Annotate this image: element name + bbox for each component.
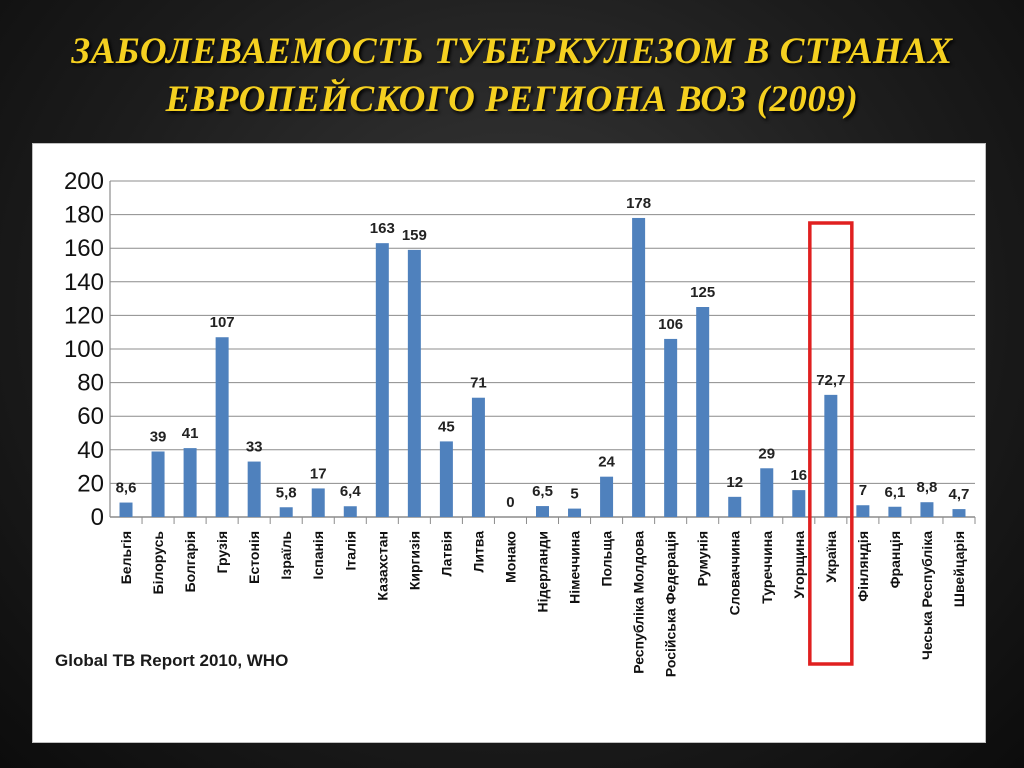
category-label: Угорщина (791, 531, 807, 599)
y-tick-label: 80 (77, 370, 104, 397)
data-label: 8,8 (917, 479, 938, 496)
data-label: 72,7 (816, 372, 845, 389)
bar (471, 397, 485, 517)
category-label: Бельгія (118, 531, 134, 584)
y-tick-label: 20 (77, 470, 104, 497)
bar (568, 508, 582, 517)
bar-chart: 0204060801001201401601802008,6Бельгія39Б… (64, 168, 976, 677)
bar (664, 338, 678, 517)
data-label: 5,8 (276, 484, 297, 501)
bar (888, 506, 902, 517)
data-label: 6,1 (884, 484, 905, 501)
category-label: Італія (342, 531, 358, 570)
data-label: 8,6 (116, 480, 137, 497)
category-label: Німеччина (567, 531, 583, 604)
bar (183, 448, 197, 517)
y-tick-label: 100 (64, 336, 104, 363)
bar (920, 502, 934, 517)
data-label: 16 (790, 467, 807, 484)
category-label: Нідерланди (535, 531, 551, 613)
bar (856, 505, 870, 517)
data-label: 17 (310, 465, 327, 482)
slide-title-line1: ЗАБОЛЕВАЕМОСТЬ ТУБЕРКУЛЕЗОМ В СТРАНАХ (71, 31, 953, 72)
category-label: Україна (823, 531, 839, 583)
source-note: Global TB Report 2010, WHO (55, 651, 289, 670)
data-label: 5 (570, 486, 578, 503)
y-tick-label: 180 (64, 202, 104, 229)
bar (151, 451, 165, 517)
bar (279, 507, 293, 517)
data-label: 0 (506, 494, 514, 511)
y-tick-label: 0 (91, 504, 104, 531)
category-label: Туреччина (759, 531, 775, 604)
data-label: 39 (150, 428, 167, 445)
slide-title: ЗАБОЛЕВАЕМОСТЬ ТУБЕРКУЛЕЗОМ В СТРАНАХ ЕВ… (0, 28, 1024, 124)
y-tick-label: 160 (64, 235, 104, 262)
y-tick-label: 140 (64, 269, 104, 296)
category-label: Російська Федерація (663, 531, 679, 677)
data-label: 178 (626, 195, 651, 212)
y-tick-label: 120 (64, 302, 104, 329)
category-label: Республіка Молдова (631, 531, 647, 674)
bar (311, 488, 325, 517)
bar (952, 509, 966, 517)
category-label: Грузія (214, 531, 230, 573)
bar (792, 490, 806, 517)
data-label: 6,4 (340, 483, 362, 500)
data-label: 33 (246, 439, 263, 456)
category-label: Литва (470, 531, 486, 573)
category-label: Румунія (695, 531, 711, 586)
bar (632, 217, 646, 517)
category-label: Монако (502, 531, 518, 583)
category-label: Фінляндія (855, 531, 871, 602)
data-label: 7 (859, 482, 867, 499)
category-label: Ізраїль (278, 531, 294, 580)
data-label: 159 (402, 227, 427, 244)
category-label: Білорусь (150, 531, 166, 595)
bar (247, 461, 261, 517)
data-label: 125 (690, 284, 715, 301)
bar (824, 394, 838, 517)
data-label: 106 (658, 316, 683, 333)
data-label: 41 (182, 425, 199, 442)
category-label: Латвія (438, 531, 454, 576)
bar (600, 476, 614, 517)
bar (760, 468, 774, 517)
data-label: 45 (438, 418, 455, 435)
category-label: Іспанія (310, 531, 326, 579)
highlight-box (808, 221, 854, 666)
bar (407, 249, 421, 517)
category-label: Киргизія (406, 531, 422, 590)
bar (119, 502, 133, 517)
bar (728, 496, 742, 517)
bar (536, 506, 549, 517)
data-label: 6,5 (532, 483, 553, 500)
bar (215, 337, 229, 517)
data-label: 71 (470, 375, 487, 392)
data-label: 163 (370, 220, 395, 237)
bar (375, 243, 389, 517)
category-label: Польща (599, 531, 615, 587)
category-label: Естонія (246, 531, 262, 584)
category-label: Швейцарія (951, 531, 967, 607)
category-label: Казахстан (374, 531, 390, 601)
data-label: 24 (598, 454, 615, 471)
bar (696, 307, 710, 517)
slide-title-line2: ЕВРОПЕЙСКОГО РЕГИОНА ВОЗ (2009) (165, 79, 859, 120)
data-label: 107 (210, 314, 235, 331)
bar (439, 441, 453, 517)
y-tick-label: 200 (64, 168, 104, 195)
category-label: Франція (887, 531, 903, 588)
chart-panel: 0 20 40 60 80 100 120 140 160 180 200 8,6 Бельгія 39 Б… (32, 143, 986, 743)
category-label: Чеська Республіка (919, 531, 935, 660)
bar (343, 506, 357, 517)
y-tick-label: 60 (77, 403, 104, 430)
category-label: Словаччина (727, 531, 743, 616)
y-tick-label: 40 (77, 437, 104, 464)
category-label: Болгарія (182, 531, 198, 592)
data-label: 4,7 (949, 486, 970, 503)
data-label: 12 (726, 474, 743, 491)
data-label: 29 (758, 445, 775, 462)
